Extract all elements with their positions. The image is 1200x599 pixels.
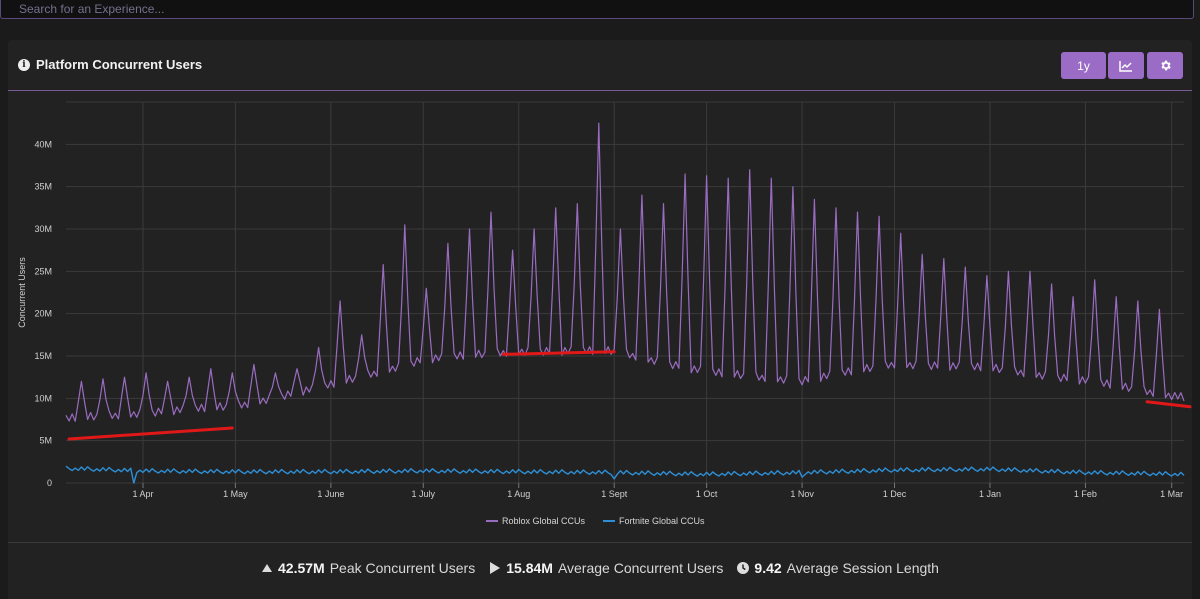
y-tick-label: 15M <box>34 351 52 361</box>
y-tick-label: 20M <box>34 309 52 319</box>
y-tick-label: 40M <box>34 139 52 149</box>
x-tick-label: 1 Oct <box>696 489 718 499</box>
y-tick-label: 35M <box>34 182 52 192</box>
clock-icon <box>737 562 750 574</box>
settings-button[interactable] <box>1147 52 1183 79</box>
stat-session-value: 9.42 <box>754 560 782 576</box>
gear-icon <box>1160 60 1171 71</box>
annotation-stroke <box>1145 400 1192 409</box>
legend-item-roblox[interactable]: Roblox Global CCUs <box>486 516 586 526</box>
ccu-chart[interactable]: 0 5M 10M 15M 20M 25M 30M 35M 40M 1 Apr 1 May 1 June… <box>8 40 1192 540</box>
legend-label-fortnite: Fortnite Global CCUs <box>619 516 705 526</box>
stat-peak: 42.57M Peak Concurrent Users <box>261 560 475 576</box>
triangle-up-icon <box>261 562 273 574</box>
x-tick-label: 1 Apr <box>132 489 153 499</box>
stat-peak-value: 42.57M <box>278 560 325 576</box>
stat-average-value: 15.84M <box>506 560 553 576</box>
y-tick-label: 10M <box>34 393 52 403</box>
annotation-stroke <box>501 350 616 356</box>
x-tick-label: 1 June <box>317 489 344 499</box>
chart-type-button[interactable] <box>1108 52 1144 79</box>
panel-title: Platform Concurrent Users <box>36 57 203 72</box>
play-icon <box>489 562 501 574</box>
x-tick-label: 1 Nov <box>790 489 814 499</box>
legend-label-roblox: Roblox Global CCUs <box>502 516 586 526</box>
stat-session: 9.42 Average Session Length <box>737 560 939 576</box>
y-tick-label: 25M <box>34 266 52 276</box>
stat-average: 15.84M Average Concurrent Users <box>489 560 723 576</box>
annotation-stroke <box>67 426 234 441</box>
x-tick-label: 1 Dec <box>883 489 907 499</box>
line-chart-icon <box>1119 60 1132 72</box>
panel-header: i Platform Concurrent Users 1y <box>8 40 1192 91</box>
x-tick-label: 1 Jan <box>979 489 1001 499</box>
series-roblox-line[interactable] <box>65 122 1185 422</box>
info-icon[interactable]: i <box>18 58 30 71</box>
y-tick-label: 30M <box>34 224 52 234</box>
x-tick-label: 1 Feb <box>1074 489 1097 499</box>
y-tick-label: 5M <box>39 436 52 446</box>
legend-item-fortnite[interactable]: Fortnite Global CCUs <box>603 516 705 526</box>
stat-session-label: Average Session Length <box>786 560 939 576</box>
stats-bar: 42.57M Peak Concurrent Users 15.84M Aver… <box>0 558 1200 578</box>
search-input[interactable] <box>1 0 1200 18</box>
stat-average-label: Average Concurrent Users <box>557 560 724 576</box>
range-button[interactable]: 1y <box>1061 52 1106 79</box>
x-tick-label: 1 May <box>223 489 248 499</box>
panel-title-wrap: i Platform Concurrent Users <box>18 57 202 72</box>
y-axis-label: Concurrent Users <box>17 257 27 328</box>
footer-divider <box>8 542 1192 543</box>
x-tick-label: 1 Aug <box>507 489 530 499</box>
y-tick-label: 0 <box>47 478 52 488</box>
x-tick-label: 1 Sept <box>601 489 628 499</box>
ccu-panel: i Platform Concurrent Users 1y 0 5M 10M 15M… <box>8 40 1192 599</box>
series-fortnite-line[interactable] <box>65 465 1185 484</box>
stat-peak-label: Peak Concurrent Users <box>329 560 476 576</box>
x-tick-label: 1 Mar <box>1160 489 1183 499</box>
x-tick-label: 1 July <box>412 489 436 499</box>
search-bar[interactable] <box>0 0 1200 19</box>
